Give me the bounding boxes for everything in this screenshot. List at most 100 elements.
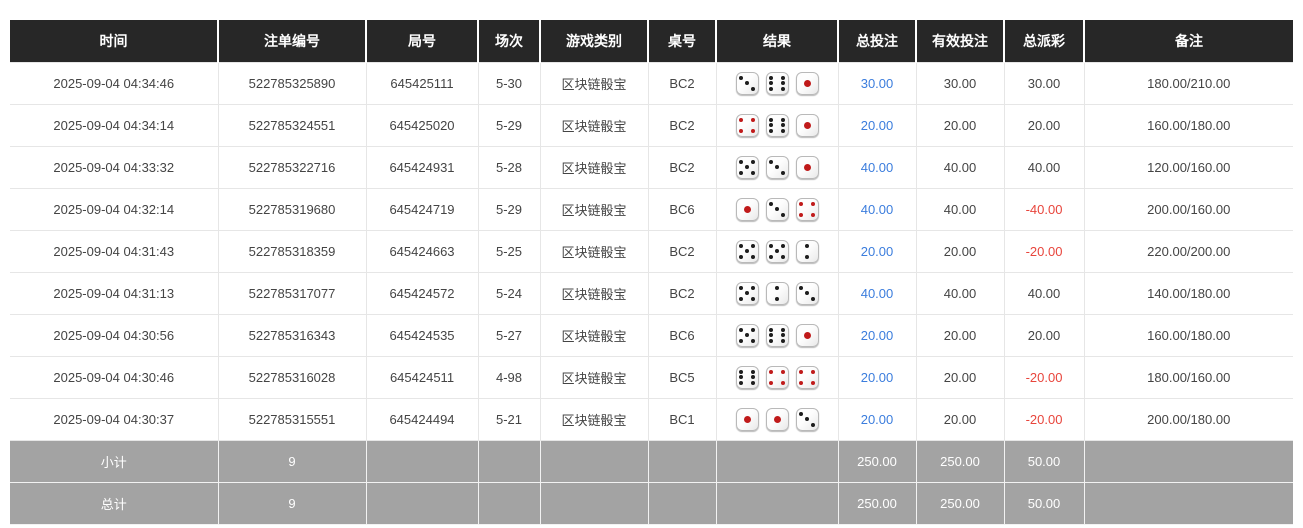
column-header-session[interactable]: 场次 — [477, 20, 541, 63]
table-row[interactable]: 2025-09-04 04:34:14 522785324551 645425020… — [10, 104, 1293, 147]
die-pip — [750, 297, 755, 302]
cell-table_no: BC2 — [647, 230, 717, 273]
column-header-round_id[interactable]: 局号 — [365, 20, 479, 63]
column-header-total_bet[interactable]: 总投注 — [837, 20, 917, 63]
cell-bet_id: 522785317077 — [217, 272, 367, 315]
die-pip — [739, 375, 744, 380]
column-header-game_type[interactable]: 游戏类别 — [539, 20, 649, 63]
cell-total_payout: 40.00 — [1003, 272, 1085, 315]
cell-time: 2025-09-04 04:34:14 — [10, 104, 219, 147]
die-pip — [769, 159, 774, 164]
die-pip — [750, 243, 755, 248]
die-face-3-black-icon — [735, 72, 759, 95]
cell-table_no: BC1 — [647, 398, 717, 441]
cell-session: 5-30 — [477, 62, 541, 105]
cell-game_type: 区块链骰宝 — [539, 314, 649, 357]
column-header-time[interactable]: 时间 — [10, 20, 219, 63]
die-pip — [810, 369, 815, 374]
cell-total_bet: 40.00 — [837, 188, 917, 231]
cell-session: 5-25 — [477, 230, 541, 273]
die-pip — [769, 75, 774, 80]
cell-game_type: 区块链骰宝 — [539, 272, 649, 315]
die-pip — [743, 416, 751, 423]
cell-session: 5-21 — [477, 398, 541, 441]
summary-label: 小计 — [10, 440, 219, 483]
cell-total_payout: 40.00 — [1003, 146, 1085, 189]
die-pip — [803, 122, 811, 129]
column-header-bet_id[interactable]: 注单编号 — [217, 20, 367, 63]
die-pip — [750, 117, 755, 122]
die-pip — [780, 81, 785, 86]
die-face-1-red-icon — [735, 198, 759, 221]
table-row[interactable]: 2025-09-04 04:30:46 522785316028 645424511… — [10, 356, 1293, 399]
die-pip — [810, 297, 815, 302]
cell-session: 5-24 — [477, 272, 541, 315]
die-pip — [799, 411, 804, 416]
cell-bet_id: 522785318359 — [217, 230, 367, 273]
dice-group — [721, 114, 834, 137]
die-pip — [739, 117, 744, 122]
column-header-remark[interactable]: 备注 — [1083, 20, 1293, 63]
table-row[interactable]: 2025-09-04 04:32:14 522785319680 645424719… — [10, 188, 1293, 231]
die-pip — [780, 381, 785, 386]
cell-result — [715, 104, 839, 147]
bet-history-table: 时间 注单编号 局号 场次 游戏类别 桌号 结果 总投注 有效投注 总派彩 备注 2025-09-0… — [10, 20, 1293, 525]
die-pip — [750, 171, 755, 176]
cell-total_payout: 20.00 — [1003, 314, 1085, 357]
die-pip — [769, 201, 774, 206]
cell-round_id: 645424719 — [365, 188, 479, 231]
summary-result — [715, 440, 839, 483]
die-pip — [750, 285, 755, 290]
cell-result — [715, 230, 839, 273]
die-pip — [803, 332, 811, 339]
die-pip — [739, 297, 744, 302]
table-row[interactable]: 2025-09-04 04:31:43 522785318359 645424663… — [10, 230, 1293, 273]
cell-remark: 120.00/160.00 — [1083, 146, 1293, 189]
table-row[interactable]: 2025-09-04 04:30:37 522785315551 645424494… — [10, 398, 1293, 441]
die-face-3-black-icon — [795, 408, 819, 431]
cell-bet_id: 522785319680 — [217, 188, 367, 231]
die-pip — [774, 297, 779, 302]
cell-table_no: BC6 — [647, 314, 717, 357]
cell-total_bet: 40.00 — [837, 146, 917, 189]
die-pip — [739, 171, 744, 176]
cell-remark: 180.00/160.00 — [1083, 356, 1293, 399]
die-face-5-black-icon — [735, 156, 759, 179]
die-pip — [780, 339, 785, 344]
die-pip — [739, 159, 744, 164]
column-header-table_no[interactable]: 桌号 — [647, 20, 717, 63]
table-row[interactable]: 2025-09-04 04:33:32 522785322716 645424931… — [10, 146, 1293, 189]
table-row[interactable]: 2025-09-04 04:30:56 522785316343 645424535… — [10, 314, 1293, 357]
summary-remark — [1083, 482, 1293, 525]
die-face-5-black-icon — [765, 240, 789, 263]
die-face-6-black-icon — [765, 324, 789, 347]
cell-session: 4-98 — [477, 356, 541, 399]
die-pip — [799, 381, 804, 386]
cell-time: 2025-09-04 04:30:46 — [10, 356, 219, 399]
cell-table_no: BC5 — [647, 356, 717, 399]
die-face-6-black-icon — [735, 366, 759, 389]
die-pip — [773, 416, 781, 423]
cell-game_type: 区块链骰宝 — [539, 104, 649, 147]
die-pip — [769, 81, 774, 86]
table-row[interactable]: 2025-09-04 04:31:13 522785317077 645424572… — [10, 272, 1293, 315]
table-body: 2025-09-04 04:34:46 522785325890 645425111… — [10, 62, 1293, 525]
column-header-total_payout[interactable]: 总派彩 — [1003, 20, 1085, 63]
summary-remark — [1083, 440, 1293, 483]
summary-row: 小计 9 250.00 250.00 50.00 — [10, 440, 1293, 483]
cell-round_id: 645424572 — [365, 272, 479, 315]
dice-group — [721, 72, 834, 95]
die-pip — [774, 285, 779, 290]
summary-total_bet: 250.00 — [837, 440, 917, 483]
table-row[interactable]: 2025-09-04 04:34:46 522785325890 645425111… — [10, 62, 1293, 105]
summary-session — [477, 482, 541, 525]
column-header-valid_bet[interactable]: 有效投注 — [915, 20, 1005, 63]
summary-round_id — [365, 440, 479, 483]
cell-valid_bet: 30.00 — [915, 62, 1005, 105]
cell-round_id: 645424931 — [365, 146, 479, 189]
column-header-result[interactable]: 结果 — [715, 20, 839, 63]
dice-group — [721, 198, 834, 221]
cell-time: 2025-09-04 04:31:13 — [10, 272, 219, 315]
cell-game_type: 区块链骰宝 — [539, 230, 649, 273]
die-pip — [769, 117, 774, 122]
